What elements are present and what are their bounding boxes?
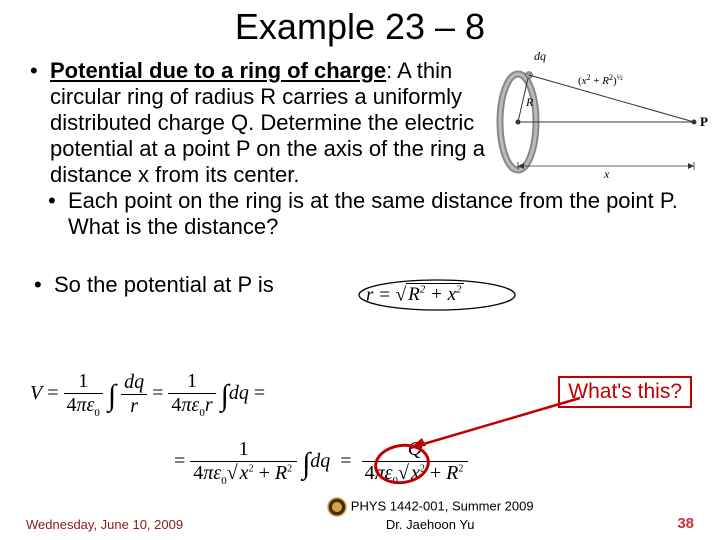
seal-icon (327, 497, 347, 517)
ring-diagram: dq R x P (x2 + R2)½ (484, 50, 712, 180)
p-label: P (700, 114, 708, 129)
distance-formula: r = √R2 + x2 (366, 284, 464, 306)
potential-formula: V = 14πε0 ∫ dqr = 14πε0r ∫dq = (30, 370, 265, 419)
formula-oval-icon (352, 276, 522, 314)
footer-date: Wednesday, June 10, 2009 (26, 517, 183, 532)
slide-footer: Wednesday, June 10, 2009 PHYS 1442-001, … (0, 497, 720, 532)
callout-arrow-icon (400, 396, 600, 456)
bullet-2: Each point on the ring is at the same di… (26, 188, 694, 240)
slide-number: 38 (677, 515, 694, 532)
x-label: x (603, 167, 610, 180)
footer-course: PHYS 1442-001, Summer 2009 Dr. Jaehoon Y… (183, 497, 677, 532)
r-label: R (525, 95, 534, 109)
svg-text:(x2 + R2)½: (x2 + R2)½ (578, 73, 623, 87)
bullet-1: Potential due to a ring of charge: A thi… (26, 58, 486, 188)
slide-title: Example 23 – 8 (0, 0, 720, 48)
dq-label: dq (534, 50, 546, 63)
bullet-1-bold: Potential due to a ring of charge (50, 58, 386, 83)
